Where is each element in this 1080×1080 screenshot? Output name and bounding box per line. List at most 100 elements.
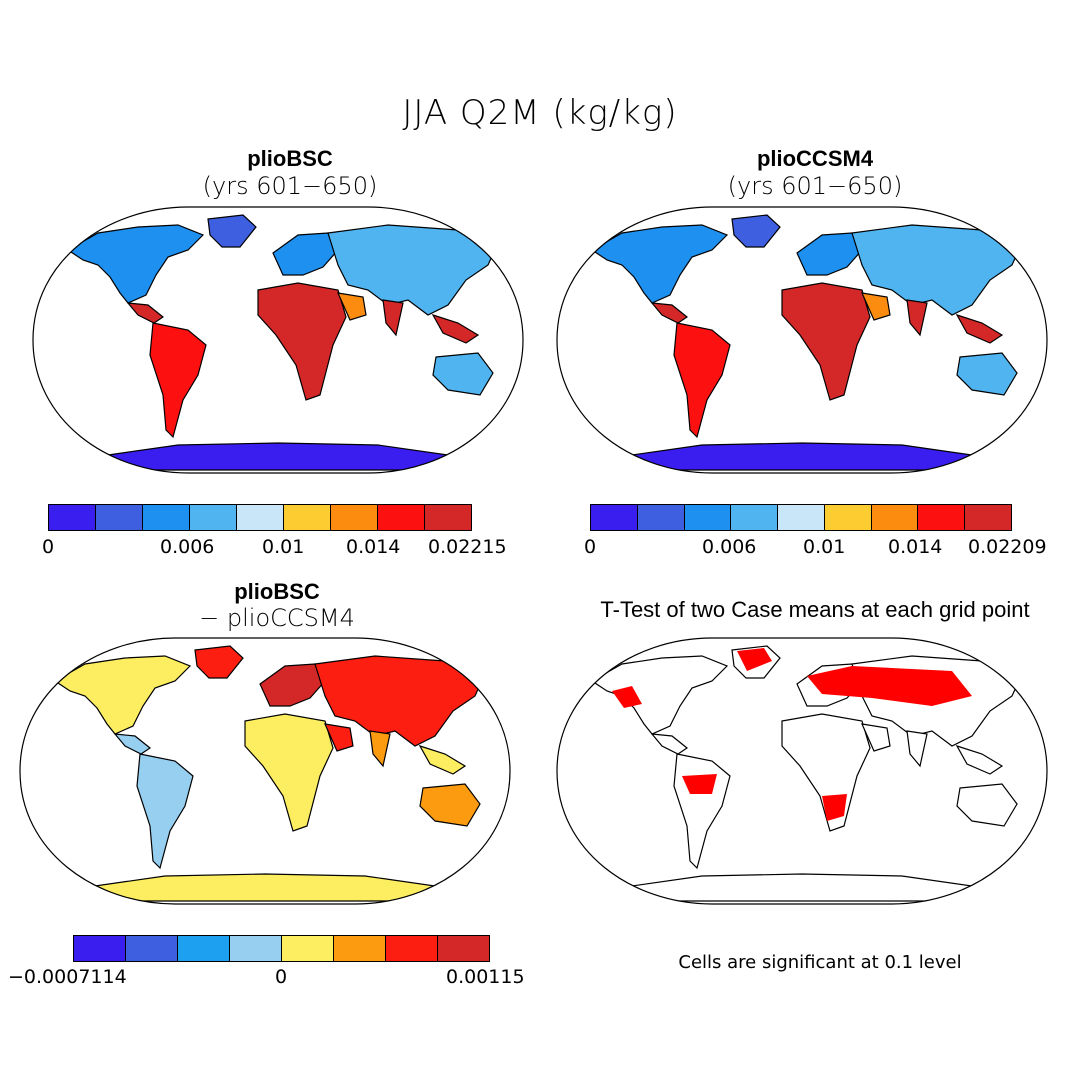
colorbar-swatch: [824, 505, 872, 530]
land-africa: [257, 282, 347, 401]
land-africa: [781, 282, 871, 401]
land-arabia: [861, 292, 891, 321]
colorbar-swatch: [918, 505, 966, 530]
land-northAmerica: [66, 224, 205, 304]
panel-a-subtitle: (yrs 601−650): [202, 172, 378, 200]
land-antarctica: [630, 442, 974, 471]
land-greenland: [731, 214, 781, 248]
figure-title: JJA Q2M (kg/kg): [402, 93, 678, 133]
tick-b-2: 0.01: [803, 536, 846, 558]
land-northAmerica: [590, 224, 729, 304]
panel-d-title: T-Test of two Case means at each grid po…: [600, 597, 1030, 622]
colorbar-swatch: [684, 505, 732, 530]
colorbar-swatch: [143, 505, 190, 530]
colorbar-swatch: [178, 936, 230, 961]
map-border: [556, 206, 1048, 474]
colorbar-swatch: [334, 936, 386, 961]
land-seAsia: [418, 744, 467, 775]
colorbar-plioCCSM4: [590, 504, 1012, 531]
land-australia: [956, 783, 1018, 827]
land-india: [906, 730, 928, 768]
tick-b-4: 0.02209: [968, 536, 1047, 558]
land-europe: [272, 232, 339, 276]
land-northAmerica: [53, 655, 192, 735]
land-centralAmerica: [650, 302, 689, 324]
colorbar-swatch: [386, 936, 438, 961]
colorbar-swatch: [331, 505, 378, 530]
tick-c-0: −0.0007114: [8, 966, 127, 988]
significant-region: [822, 794, 847, 821]
map-border: [556, 637, 1048, 905]
tick-a-4: 0.02215: [428, 536, 507, 558]
land-india: [906, 299, 928, 337]
land-europe: [796, 232, 863, 276]
land-greenland: [207, 214, 257, 248]
land-antarctica: [93, 873, 437, 902]
land-centralAmerica: [113, 733, 152, 755]
panel-b-title: plioCCSM4: [756, 146, 874, 171]
land-seAsia: [431, 313, 480, 344]
colorbar-swatch: [190, 505, 237, 530]
land-centralAmerica: [650, 733, 689, 755]
colorbar-swatch: [425, 505, 471, 530]
colorbar-swatch: [74, 936, 126, 961]
land-antarctica: [106, 442, 450, 471]
tick-b-3: 0.014: [888, 536, 943, 558]
land-australia: [432, 352, 494, 396]
tick-a-0: 0: [42, 536, 55, 558]
colorbar-swatch: [237, 505, 284, 530]
tick-a-3: 0.014: [346, 536, 401, 558]
land-southAmerica: [673, 322, 731, 439]
colorbar-swatch: [731, 505, 779, 530]
colorbar-swatch: [49, 505, 96, 530]
colorbar-swatch: [871, 505, 919, 530]
tick-a-2: 0.01: [262, 536, 305, 558]
panel-a-title: plioBSC: [247, 146, 333, 171]
colorbar-swatch: [96, 505, 143, 530]
colorbar-swatch: [126, 936, 178, 961]
colorbar-swatch: [230, 936, 282, 961]
map-ttest: [556, 637, 1048, 905]
land-seAsia: [955, 313, 1004, 344]
significant-region: [807, 666, 972, 706]
land-australia: [956, 352, 1018, 396]
map-difference: [19, 637, 511, 905]
colorbar-difference: [73, 935, 490, 962]
land-africa: [781, 713, 871, 832]
land-southAmerica: [136, 753, 194, 870]
tick-c-1: 0: [275, 966, 288, 988]
land-arabia: [337, 292, 367, 321]
colorbar-swatch: [284, 505, 331, 530]
colorbar-swatch: [965, 505, 1012, 530]
map-border: [32, 206, 524, 474]
significant-region: [737, 648, 772, 671]
land-seAsia: [955, 744, 1004, 775]
panel-c-title: plioBSC: [234, 579, 320, 604]
panel-b-subtitle: (yrs 601−650): [727, 172, 903, 200]
colorbar-plioBSC: [48, 504, 472, 531]
tick-c-2: 0.00115: [446, 966, 525, 988]
land-arabia: [324, 723, 354, 752]
map-plioCCSM4: [556, 206, 1048, 474]
colorbar-swatch: [438, 936, 489, 961]
land-southAmerica: [149, 322, 207, 439]
land-centralAmerica: [126, 302, 165, 324]
land-africa: [244, 713, 334, 832]
land-arabia: [861, 723, 891, 752]
significant-region: [612, 686, 642, 708]
tick-b-0: 0: [584, 536, 597, 558]
land-india: [369, 730, 391, 768]
colorbar-swatch: [637, 505, 685, 530]
significant-region: [682, 774, 717, 794]
map-border: [19, 637, 511, 905]
land-india: [382, 299, 404, 337]
significance-note: Cells are significant at 0.1 level: [678, 952, 962, 973]
panel-c-subtitle: − plioCCSM4: [199, 604, 355, 632]
colorbar-swatch: [778, 505, 825, 530]
map-plioBSC: [32, 206, 524, 474]
tick-a-1: 0.006: [160, 536, 215, 558]
colorbar-swatch: [282, 936, 334, 961]
land-antarctica: [630, 873, 974, 902]
land-greenland: [194, 645, 244, 679]
tick-b-1: 0.006: [702, 536, 757, 558]
